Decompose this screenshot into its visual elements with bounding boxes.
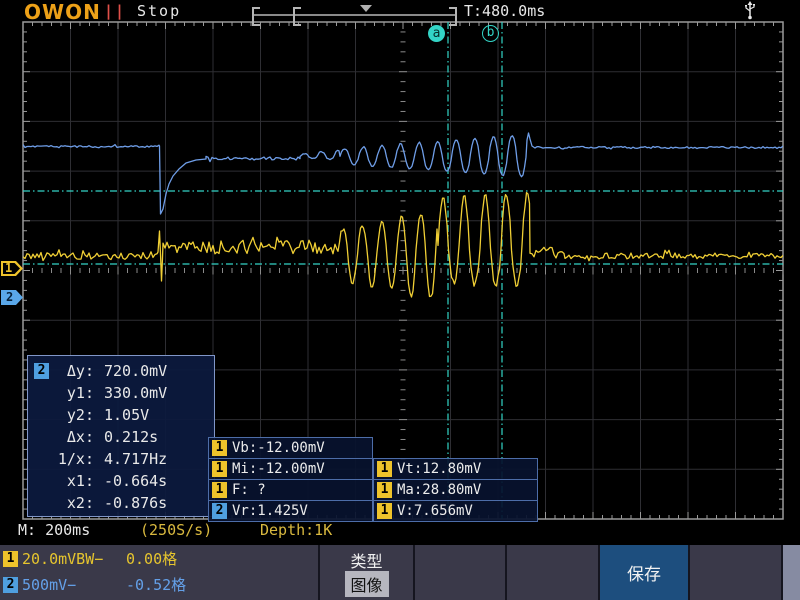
measure-mi: 1 Mi:-12.00mV [208,458,373,480]
menu-type-softkey[interactable]: 类型 图像 [320,545,413,600]
cursor-row-freq: 1/x: 4.717Hz [57,450,168,468]
cursor-source-badge: 2 [34,363,49,379]
type-value: 图像 [344,571,389,597]
ch1-info[interactable]: 1 20.0mVBW− 0.00格 [3,548,177,569]
status-bar: M: 200ms (250S/s) Depth:1K [0,521,800,545]
save-label: 保存 [627,565,661,585]
measure-vt-badge: 1 [377,461,392,477]
menu-divider [781,545,783,600]
measure-vt: 1 Vt:12.80mV [373,458,538,480]
save-button[interactable]: 保存 [600,545,688,600]
measure-ma-badge: 1 [377,482,392,498]
ch2-zero-marker[interactable]: 2 [1,290,23,305]
cursor-row-dy: Δy: 720.0mV [66,362,168,380]
ch1-zero-marker[interactable]: 1 [1,261,23,276]
ch2-badge: 2 [3,576,18,593]
menu-divider [318,545,320,600]
timebase-readout: M: 200ms [18,521,91,539]
ch1-marker-label: 1 [5,261,13,275]
measure-ma: 1 Ma:28.80mV [373,479,538,501]
menu-side-strip[interactable] [783,545,800,600]
cursor-row-x1: x1: -0.664s [66,472,168,490]
ch2-scale: 500mV− [22,575,77,594]
depth-readout: Depth:1K [260,521,333,539]
cursor-row-x2: x2: -0.876s [66,494,168,512]
type-label: 类型 [350,552,383,571]
measure-v-badge: 1 [377,503,392,519]
cursor-a-marker[interactable]: a [428,25,445,42]
measure-mi-badge: 1 [212,461,227,477]
ch2-marker-label: 2 [6,290,14,304]
measure-vb-badge: 1 [212,440,227,456]
measure-v: 1 V:7.656mV [373,500,538,522]
menu-divider [413,545,415,600]
ch1-waveform [23,191,783,298]
cursor-row-y1: y1: 330.0mV [66,384,168,402]
ch1-scale: 20.0mVBW− [22,549,104,568]
menu-divider [598,545,600,600]
pause-icon: || [104,2,127,20]
menu-divider [688,545,690,600]
measure-vr: 2 Vr:1.425V [208,500,373,522]
window-left-bracket [293,7,301,26]
ch2-position: -0.52格 [126,576,187,594]
ch1-badge: 1 [3,550,18,567]
cursor-row-y2: y2: 1.05V [66,406,150,424]
trigger-position-bar [252,14,455,16]
bottom-menu-bar: 1 20.0mVBW− 0.00格 2 500mV− -0.52格 类型 图像 … [0,545,800,600]
ch1-position: 0.00格 [126,550,178,568]
measure-f: 1 F: ? [208,479,373,501]
cursor-b-marker[interactable]: b [482,25,499,42]
trigger-time-readout: T:480.0ms [464,2,546,20]
trigger-position-marker[interactable] [360,5,372,12]
usb-icon [742,1,758,24]
menu-divider [505,545,507,600]
ch2-info[interactable]: 2 500mV− -0.52格 [3,574,186,595]
cursor-readout-panel: 2 Δy: 720.0mV y1: 330.0mV y2: 1.05V Δx: 0.21… [27,355,215,517]
measure-vr-badge: 2 [212,503,227,519]
owon-logo: OWON [24,0,101,24]
samplerate-readout: (250S/s) [140,521,213,539]
record-left-bracket [252,7,260,26]
window-right-bracket [449,7,457,26]
ch2-waveform [23,132,783,215]
measure-vb: 1 Vb:-12.00mV [208,437,373,459]
cursor-row-dx: Δx: 0.212s [66,428,159,446]
measure-f-badge: 1 [212,482,227,498]
run-state-label: Stop [137,2,182,20]
